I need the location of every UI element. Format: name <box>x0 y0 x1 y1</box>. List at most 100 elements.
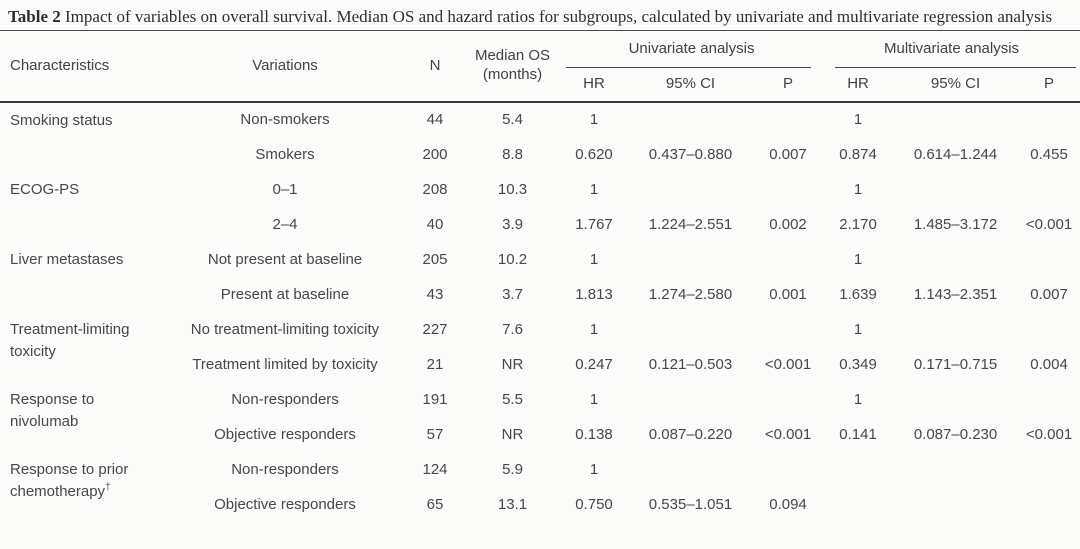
results-table: Characteristics Variations N Median OS (… <box>0 30 1080 522</box>
col-group-multivariate: Multivariate analysis <box>823 30 1080 69</box>
data-cell: 21 <box>426 355 444 373</box>
data-cell: 0.620 <box>575 145 613 163</box>
data-cell <box>893 312 1018 347</box>
data-cell: 1 <box>853 250 863 268</box>
data-cell: 0.750 <box>575 495 613 513</box>
data-cell <box>1018 382 1080 417</box>
data-cell: 1.767 <box>575 215 613 233</box>
table-row: Treatment-limiting toxicity No treatment-… <box>0 312 1080 361</box>
data-cell: 191 <box>422 390 448 408</box>
col-header-multi-p: P <box>1018 67 1080 103</box>
data-cell: 0.121–0.503 <box>648 355 733 373</box>
data-cell: 5.9 <box>502 460 523 478</box>
data-cell: 1 <box>853 390 863 408</box>
data-cell: 2–4 <box>272 215 298 233</box>
table-caption-label: Table 2 <box>8 7 61 26</box>
data-cell: <0.001 <box>1025 425 1073 443</box>
table-row: 2–4 40 3.9 1.767 1.224–2.551 0.002 2.170 1.485–… <box>0 207 1080 242</box>
header-row-top: Characteristics Variations N Median OS (… <box>0 30 1080 103</box>
data-cell: 57 <box>426 425 444 443</box>
data-cell: 65 <box>426 495 444 513</box>
col-header-characteristics: Characteristics <box>0 30 165 103</box>
data-cell: 1 <box>589 111 599 129</box>
data-cell: <0.001 <box>764 355 812 373</box>
table-row: Smokers 200 8.8 0.620 0.437–0.880 0.007 0.874 0… <box>0 137 1080 172</box>
data-cell: Non-responders <box>231 390 339 408</box>
data-cell <box>823 487 893 522</box>
data-cell: 124 <box>422 460 448 478</box>
data-cell: 200 <box>422 145 448 163</box>
data-cell <box>1018 242 1080 277</box>
data-cell: 0.455 <box>1030 145 1068 163</box>
data-cell <box>628 382 753 417</box>
data-cell <box>753 172 823 207</box>
data-cell: 3.7 <box>502 285 523 303</box>
data-cell: 0–1 <box>272 180 298 198</box>
data-cell: 1.224–2.551 <box>648 215 733 233</box>
data-cell: 2.170 <box>839 215 877 233</box>
data-cell: 1 <box>589 250 599 268</box>
table-row: Present at baseline 43 3.7 1.813 1.274–2.580… <box>0 277 1080 312</box>
col-header-median-os: Median OS (months) <box>465 30 560 103</box>
table-row: ECOG-PS 0–1 208 10.3 1 1 <box>0 172 1080 207</box>
col-header-multi-hr: HR <box>823 67 894 103</box>
data-cell: No treatment-limiting toxicity <box>190 320 380 338</box>
data-cell <box>893 452 1018 487</box>
data-cell <box>628 172 753 207</box>
data-cell: Non-responders <box>231 460 339 478</box>
data-cell: 1 <box>589 320 599 338</box>
header-row-sub: HR 95% CI P HR 95% CI P <box>0 67 1080 103</box>
data-cell: 1 <box>589 460 599 478</box>
data-cell <box>893 102 1018 137</box>
data-cell <box>1018 102 1080 137</box>
data-cell: 1.485–3.172 <box>913 215 998 233</box>
data-cell: 0.001 <box>769 285 807 303</box>
table-caption: Table 2 Impact of variables on overall s… <box>0 0 1080 30</box>
data-cell: Non-smokers <box>240 111 330 129</box>
data-cell: 1.274–2.580 <box>648 285 733 303</box>
data-cell: 0.002 <box>769 215 807 233</box>
data-cell <box>628 452 753 487</box>
data-cell: 227 <box>422 320 448 338</box>
data-cell: 0.247 <box>575 355 613 373</box>
col-header-n: N <box>405 30 465 103</box>
data-cell: 0.437–0.880 <box>648 145 733 163</box>
dagger-footnote-marker: † <box>105 482 111 494</box>
data-cell: NR <box>501 425 524 443</box>
data-cell: 0.171–0.715 <box>913 355 998 373</box>
data-cell: 205 <box>422 250 448 268</box>
data-cell: Objective responders <box>214 495 356 513</box>
data-cell <box>823 452 893 487</box>
table-row: Response to prior chemotherapy† Non-respo… <box>0 452 1080 501</box>
data-cell: 1 <box>589 180 599 198</box>
data-cell <box>893 382 1018 417</box>
data-cell: 0.138 <box>575 425 613 443</box>
col-header-uni-ci: 95% CI <box>628 67 753 103</box>
table-header: Characteristics Variations N Median OS (… <box>0 30 1080 103</box>
col-header-variations: Variations <box>165 30 405 103</box>
data-cell <box>753 382 823 417</box>
data-cell: 1 <box>853 111 863 129</box>
data-cell: <0.001 <box>764 425 812 443</box>
data-cell <box>753 452 823 487</box>
data-cell: 1.143–2.351 <box>913 285 998 303</box>
data-cell <box>893 172 1018 207</box>
data-cell: Smokers <box>255 145 315 163</box>
data-cell: 0.087–0.220 <box>648 425 733 443</box>
data-cell <box>1018 172 1080 207</box>
data-cell <box>753 312 823 347</box>
data-cell: 13.1 <box>497 495 528 513</box>
data-cell <box>753 102 823 137</box>
data-cell: 1.813 <box>575 285 613 303</box>
data-cell: Present at baseline <box>220 285 350 303</box>
col-group-univariate: Univariate analysis <box>560 30 824 69</box>
data-cell <box>628 312 753 347</box>
data-cell: 10.2 <box>497 250 528 268</box>
data-cell: 44 <box>426 111 444 129</box>
table-row: Smoking status Non-smokers 44 5.4 1 1 <box>0 102 1080 137</box>
data-cell: 43 <box>426 285 444 303</box>
data-cell: Not present at baseline <box>207 250 363 268</box>
table-caption-text: Impact of variables on overall survival.… <box>60 7 1053 26</box>
data-cell: <0.001 <box>1025 215 1073 233</box>
